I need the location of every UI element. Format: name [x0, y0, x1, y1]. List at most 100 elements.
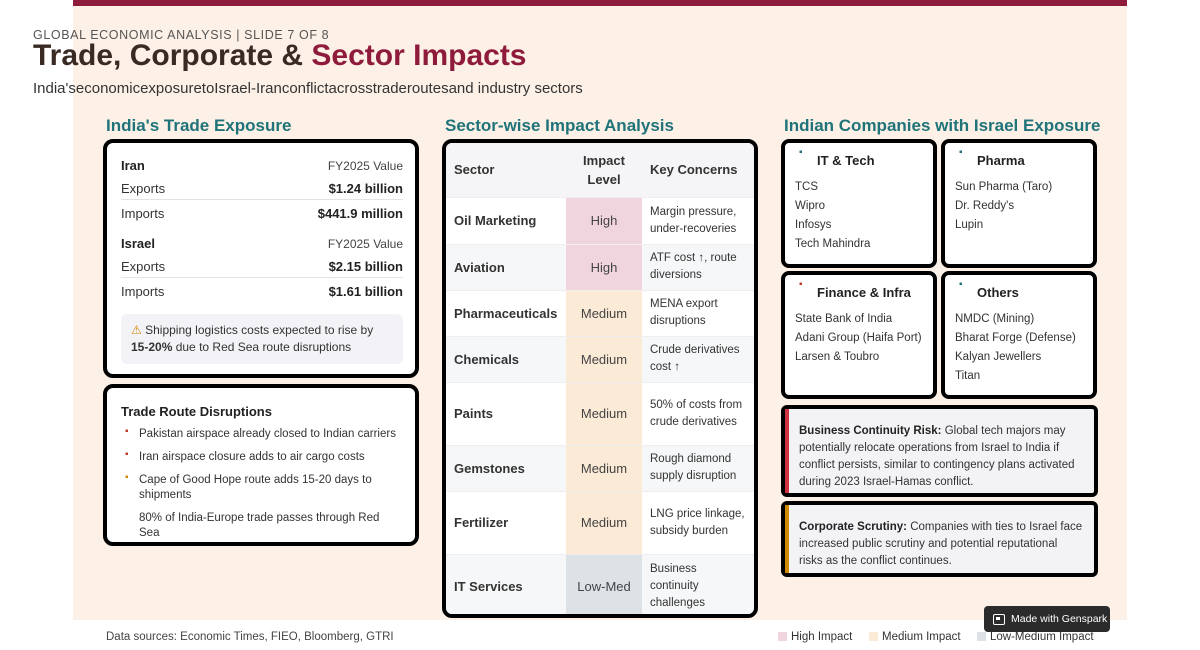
title-main: Trade, Corporate & — [33, 39, 312, 72]
route-item: ▪ Cape of Good Hope route adds 15-20 days… — [121, 472, 403, 503]
legend-label: High Impact — [791, 631, 853, 643]
sector-cell: Paints — [446, 381, 566, 445]
legend-item-medium: Medium Impact — [869, 631, 961, 643]
trade-route-card: Trade Route Disruptions ▪ Pakistan airspa… — [103, 384, 419, 546]
data-sources: Data sources: Economic Times, FIEO, Bloo… — [106, 631, 394, 643]
impact-level-cell: High — [566, 196, 642, 244]
trade-country: Iran — [121, 158, 145, 173]
company-group-title: ▪ Others — [955, 279, 1085, 300]
trade-country: Israel — [121, 236, 155, 251]
slide-top-bar — [73, 0, 1127, 6]
company-item: Titan — [955, 370, 981, 382]
callout-title: Corporate Scrutiny: — [799, 521, 907, 533]
company-group-name: IT & Tech — [817, 153, 875, 168]
company-item: NMDC (Mining) — [955, 313, 1035, 325]
companies-heading: Indian Companies with Israel Exposure — [784, 116, 1101, 135]
company-item: Dr. Reddy's — [955, 200, 1015, 212]
table-header-row: Sector Impact Level Key Concerns — [446, 143, 754, 197]
concern-cell: Rough diamond supply disruption — [642, 444, 754, 491]
slide-kicker: GLOBAL ECONOMIC ANALYSIS | SLIDE 7 OF 8 — [33, 28, 330, 42]
impact-level-cell: High — [566, 243, 642, 290]
trade-row-label: Imports — [121, 205, 165, 221]
trade-row-label: Exports — [121, 259, 166, 274]
company-item: Infosys — [795, 219, 832, 231]
company-group-title: ▪ Pharma — [955, 147, 1085, 168]
callout-accent-strip — [785, 505, 789, 573]
impact-header-line1: Impact — [583, 152, 625, 168]
sector-cell: Gemstones — [446, 444, 566, 491]
bullet-icon: ▪ — [125, 449, 129, 460]
concern-cell: MENA export disruptions — [642, 289, 754, 336]
company-item: Kalyan Jewellers — [955, 351, 1042, 363]
route-item-text: 80% of India-Europe trade passes through… — [139, 512, 380, 539]
title-accent: Sector Impacts — [311, 39, 527, 72]
company-item: Lupin — [955, 219, 984, 231]
legend-item-high: High Impact — [778, 631, 852, 643]
bullet-icon: ▪ — [799, 147, 803, 158]
business-continuity-callout: Business Continuity Risk: Global tech ma… — [781, 405, 1098, 497]
company-item: Bharat Forge (Defense) — [955, 332, 1076, 344]
bullet-icon: ▪ — [959, 279, 963, 290]
made-with-genspark-badge[interactable]: Made with Genspark — [984, 606, 1110, 632]
concern-cell: 50% of costs from crude derivatives — [642, 381, 754, 445]
note-text-bold: 15-20% — [131, 340, 173, 354]
callout-text: Companies with ties to Israel face incre… — [799, 521, 1083, 567]
table-row: Gemstones Medium Rough diamond supply di… — [446, 444, 754, 491]
legend-swatch — [778, 632, 787, 641]
legend-label: Low-Medium Impact — [990, 631, 1094, 643]
impact-level-cell: Medium — [566, 490, 642, 554]
company-item: Sun Pharma (Taro) — [955, 181, 1053, 193]
column-header-concerns: Key Concerns — [642, 143, 754, 197]
sector-impact-table: Sector Impact Level Key Concerns Oil Mark… — [446, 143, 754, 614]
column-header-impact: Impact Level — [566, 143, 642, 197]
sector-impact-table-card: Sector Impact Level Key Concerns Oil Mark… — [442, 139, 758, 618]
table-row: Chemicals Medium Crude derivatives cost … — [446, 335, 754, 382]
trade-row-value: $2.15 billion — [328, 259, 403, 274]
sector-cell: IT Services — [446, 553, 566, 614]
trade-column-label: FY2025 Value — [327, 159, 403, 173]
corporate-scrutiny-callout: Corporate Scrutiny: Companies with ties … — [781, 501, 1098, 577]
trade-row-value: $1.24 billion — [328, 181, 403, 196]
genspark-logo-icon — [993, 613, 1005, 625]
trade-exposure-card: Iran FY2025 Value Exports $1.24 billion … — [103, 139, 419, 378]
bullet-icon: ▪ — [125, 426, 129, 437]
sector-heading: Sector-wise Impact Analysis — [445, 116, 674, 135]
trade-row: Imports $1.61 billion — [121, 278, 403, 304]
company-item: Wipro — [795, 200, 826, 212]
company-group-card: ▪ Finance & Infra State Bank of India Ada… — [781, 271, 937, 399]
company-item: State Bank of India — [795, 313, 893, 325]
company-group-name: Others — [977, 285, 1019, 300]
trade-row: Exports $2.15 billion — [121, 256, 403, 278]
legend-swatch — [977, 632, 986, 641]
trade-row: Exports $1.24 billion — [121, 178, 403, 200]
shipping-cost-note: ⚠ Shipping logistics costs expected to r… — [121, 314, 403, 364]
concern-cell: Crude derivatives cost ↑ — [642, 335, 754, 382]
route-item-text: Pakistan airspace already closed to Indi… — [139, 428, 396, 440]
company-item: Tech Mahindra — [795, 238, 871, 250]
company-group-card: ▪ Others NMDC (Mining) Bharat Forge (Defe… — [941, 271, 1097, 399]
trade-row: Imports $441.9 million — [121, 200, 403, 226]
table-row: Oil Marketing High Margin pressure, unde… — [446, 196, 754, 244]
table-row: Aviation High ATF cost ↑, route diversio… — [446, 243, 754, 290]
warning-icon: ⚠ — [131, 323, 142, 337]
note-text-pre: Shipping logistics costs expected to ris… — [145, 323, 374, 337]
trade-block-iran: Iran FY2025 Value Exports $1.24 billion … — [121, 158, 403, 226]
sector-cell: Chemicals — [446, 335, 566, 382]
table-row: IT Services Low-Med Business continuity … — [446, 553, 754, 614]
impact-level-cell: Medium — [566, 381, 642, 445]
legend-item-low-medium: Low-Medium Impact — [977, 631, 1094, 643]
impact-header-line2: Level — [587, 171, 621, 187]
sector-cell: Aviation — [446, 243, 566, 290]
column-header-sector: Sector — [446, 143, 566, 197]
trade-column-label: FY2025 Value — [327, 237, 403, 251]
bullet-icon: ▪ — [959, 147, 963, 158]
route-item: 80% of India-Europe trade passes through… — [121, 511, 403, 541]
concern-cell: Margin pressure, under-recoveries — [642, 196, 754, 244]
concern-cell: ATF cost ↑, route diversions — [642, 243, 754, 290]
trade-row-value: $1.61 billion — [328, 283, 403, 299]
impact-level-cell: Medium — [566, 335, 642, 382]
company-group-title: ▪ Finance & Infra — [795, 279, 925, 300]
sector-cell: Pharmaceuticals — [446, 289, 566, 336]
impact-level-cell: Medium — [566, 444, 642, 491]
route-item: ▪ Iran airspace closure adds to air cargo… — [121, 449, 403, 465]
